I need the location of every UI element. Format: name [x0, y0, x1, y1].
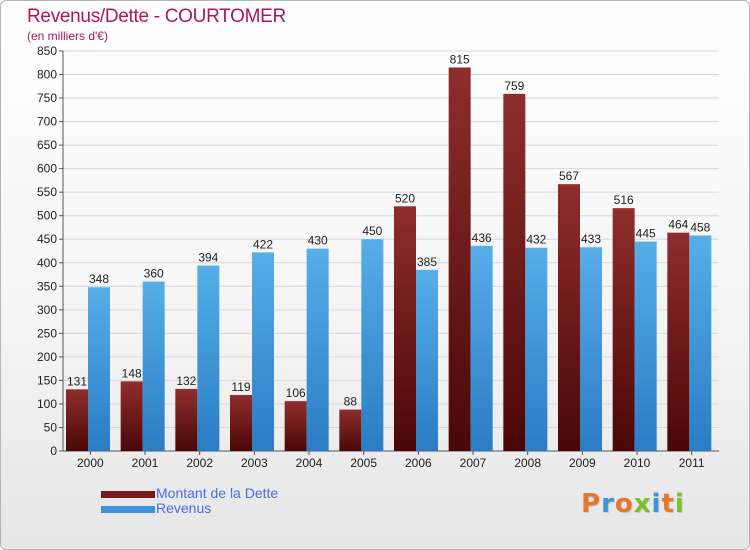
data-label: 131 [67, 374, 87, 388]
bar-dette [175, 388, 198, 451]
logo-letter: t [661, 489, 675, 519]
bar-dette [230, 395, 252, 451]
proxiti-logo: Proxiti [581, 489, 685, 519]
data-label: 450 [362, 224, 382, 238]
y-tick-label: 0 [50, 444, 57, 458]
y-tick-label: 50 [44, 420, 58, 434]
data-label: 422 [253, 237, 273, 251]
bar-revenus [634, 241, 657, 451]
data-label: 458 [690, 220, 710, 234]
bar-revenus [580, 247, 602, 451]
data-label: 567 [559, 169, 579, 183]
data-label: 433 [581, 232, 601, 246]
logo-letter: r [601, 489, 615, 519]
y-tick-label: 300 [37, 303, 57, 317]
y-tick-label: 600 [37, 162, 57, 176]
bar-chart: 0 50 100 150 200 250 300 350 400 450 500 550 600 650 7… [37, 44, 719, 470]
bar-revenus [689, 235, 712, 451]
data-label: 436 [472, 231, 492, 245]
x-tick-label: 2001 [132, 456, 159, 470]
chart-title: Revenus/Dette - COURTOMER [27, 6, 286, 27]
y-tick-label: 550 [37, 185, 57, 199]
legend-label-dette: Montant de la Dette [156, 485, 279, 501]
x-tick-label: 2010 [624, 456, 651, 470]
y-tick-label: 150 [37, 373, 57, 387]
y-tick-label: 650 [37, 138, 57, 152]
bar-dette [612, 208, 635, 451]
y-tick-label: 400 [37, 256, 57, 270]
x-tick-label: 2002 [186, 456, 213, 470]
y-tick-label: 200 [37, 350, 57, 364]
x-tick-label: 2004 [296, 456, 323, 470]
y-tick-label: 800 [37, 68, 57, 82]
bar-dette [120, 381, 143, 451]
grid-lines [63, 50, 719, 428]
x-tick-label: 2000 [77, 456, 104, 470]
data-label: 385 [417, 255, 437, 269]
data-label: 88 [344, 395, 358, 409]
logo-letter: x [633, 489, 652, 519]
legend-swatch-dette [101, 491, 155, 498]
data-label: 394 [198, 251, 218, 265]
bar-dette [448, 67, 471, 452]
y-tick-label: 850 [37, 44, 57, 58]
y-tick-label: 450 [37, 232, 57, 246]
logo-letter: i [651, 489, 662, 519]
data-label: 132 [176, 374, 196, 388]
bar-dette [66, 389, 88, 451]
bar-revenus [525, 247, 548, 451]
logo-letter: P [581, 489, 602, 519]
logo-letter: o [614, 489, 634, 519]
data-label: 148 [122, 366, 142, 380]
x-tick-label: 2006 [405, 456, 432, 470]
bar-revenus [361, 239, 384, 451]
data-label: 759 [504, 79, 524, 93]
bar-dette [394, 206, 416, 451]
data-label: 520 [395, 191, 415, 205]
y-tick-label: 750 [37, 91, 57, 105]
data-label: 432 [526, 233, 546, 247]
legend-label-revenus: Revenus [156, 500, 212, 516]
data-label: 445 [636, 227, 656, 241]
labels: 0 50 100 150 200 250 300 350 400 450 500 550 600 650 7… [37, 44, 711, 470]
bar-revenus [252, 252, 274, 451]
bar-revenus [470, 245, 493, 451]
bar-revenus [88, 287, 110, 451]
x-tick-label: 2003 [241, 456, 268, 470]
data-label: 815 [450, 52, 470, 66]
data-label: 360 [144, 267, 164, 281]
y-tick-label: 500 [37, 209, 57, 223]
bar-dette [284, 401, 307, 451]
x-tick-label: 2009 [569, 456, 596, 470]
x-tick-label: 2005 [350, 456, 377, 470]
x-tick-label: 2008 [514, 456, 541, 470]
y-tick-label: 700 [37, 115, 57, 129]
bar-revenus [416, 269, 438, 451]
bar-dette [339, 409, 362, 451]
y-tick-label: 100 [37, 397, 57, 411]
bar-revenus [197, 265, 220, 451]
bar-dette [503, 93, 526, 451]
chart-subtitle: (en milliers d'€) [27, 29, 108, 43]
bar-dette [667, 232, 690, 451]
legend-swatch-revenus [101, 506, 155, 513]
data-label: 119 [231, 380, 250, 394]
bar-revenus [306, 248, 329, 451]
bars [66, 67, 712, 452]
data-label: 516 [614, 193, 634, 207]
x-tick-label: 2007 [460, 456, 487, 470]
logo-letter: i [674, 489, 685, 519]
data-label: 348 [89, 272, 109, 286]
bar-revenus [142, 281, 165, 451]
data-label: 464 [668, 218, 688, 232]
bar-dette [558, 184, 580, 452]
axes [59, 50, 719, 455]
y-tick-label: 250 [37, 326, 57, 340]
data-label: 430 [308, 234, 328, 248]
y-tick-label: 350 [37, 279, 57, 293]
x-tick-label: 2011 [679, 456, 705, 470]
data-label: 106 [286, 386, 306, 400]
